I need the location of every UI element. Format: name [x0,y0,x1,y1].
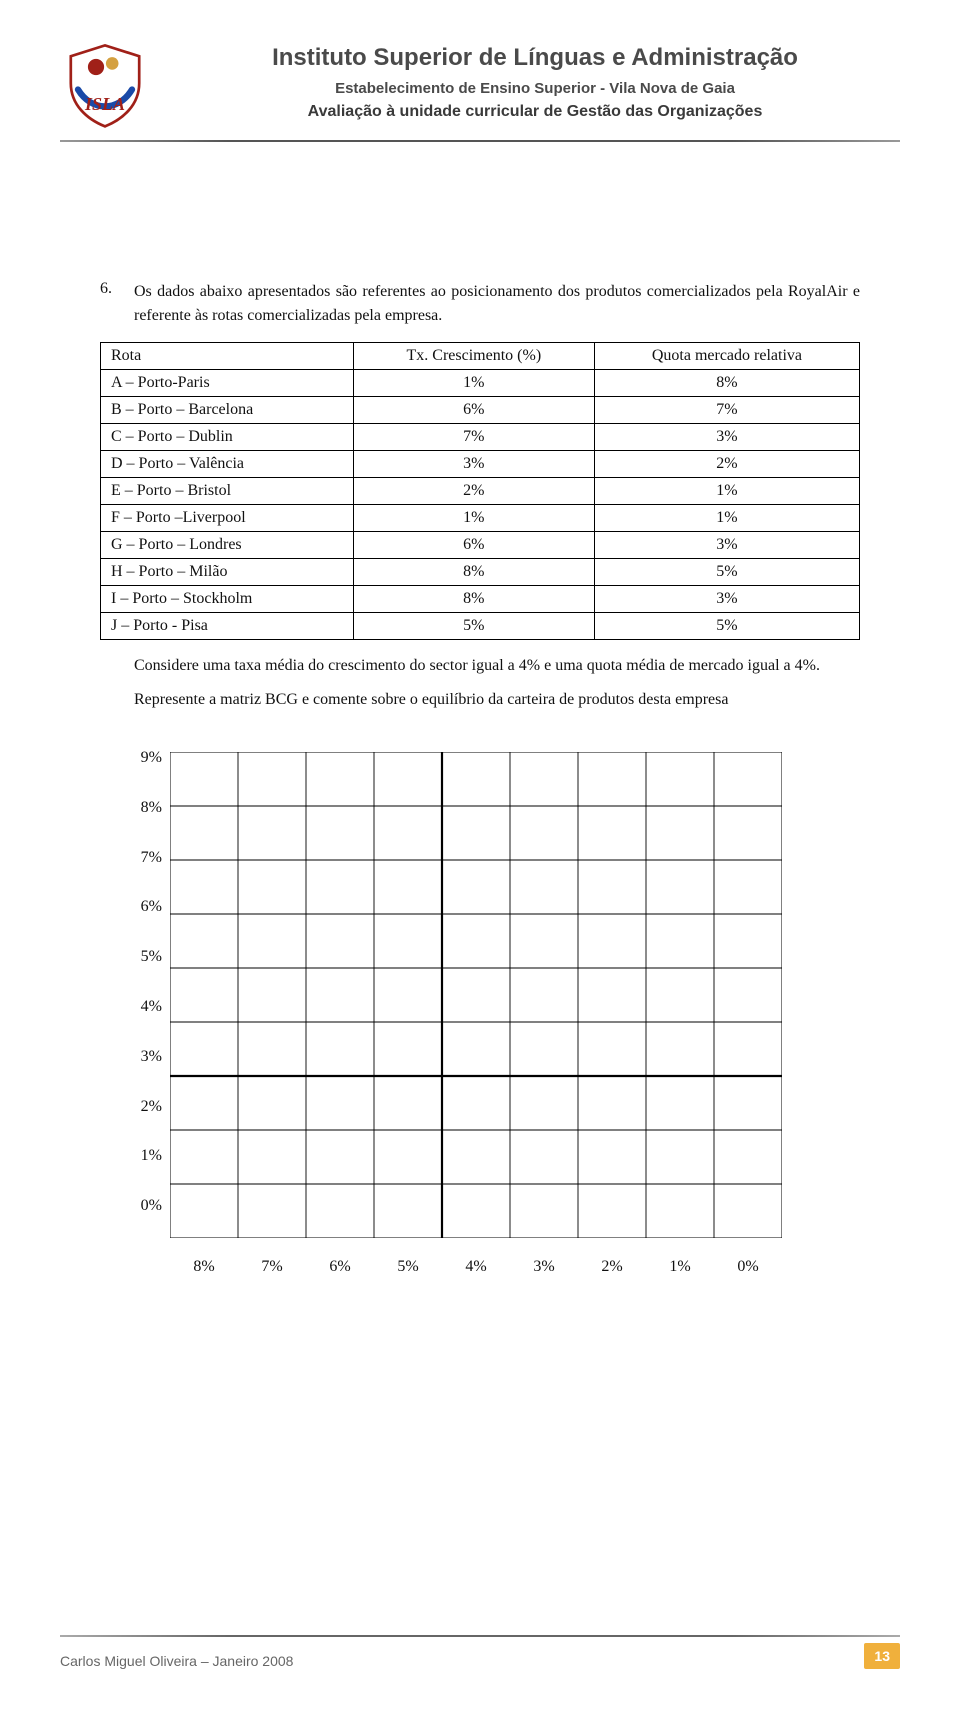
x-tick-label: 2% [578,1258,646,1276]
x-tick-label: 0% [714,1258,782,1276]
table-row: E – Porto – Bristol2%1% [101,478,860,505]
evaluation-title: Avaliação à unidade curricular de Gestão… [170,103,900,121]
y-tick-label: 0% [141,1200,162,1250]
table-cell: 3% [594,586,859,613]
table-cell: 8% [353,586,594,613]
table-cell: E – Porto – Bristol [101,478,354,505]
table-cell: B – Porto – Barcelona [101,397,354,424]
header-divider [60,140,900,142]
table-row: F – Porto –Liverpool1%1% [101,505,860,532]
bcg-chart-container: 9%8%7%6%5%4%3%2%1%0% 8%7%6%5%4%3%2%1%0% [100,722,860,1276]
table-cell: 1% [353,370,594,397]
table-cell: 8% [353,559,594,586]
question-block: 6. Os dados abaixo apresentados são refe… [100,280,860,328]
y-tick-label: 5% [141,951,162,1001]
table-cell: 2% [353,478,594,505]
table-cell: J – Porto - Pisa [101,613,354,640]
page-footer: Carlos Miguel Oliveira – Janeiro 2008 13 [60,1643,900,1669]
table-row: H – Porto – Milão8%5% [101,559,860,586]
y-tick-label: 6% [141,901,162,951]
chart-y-axis-labels: 9%8%7%6%5%4%3%2%1%0% [122,752,162,1250]
y-tick-label: 7% [141,852,162,902]
bcg-chart: 9%8%7%6%5%4%3%2%1%0% 8%7%6%5%4%3%2%1%0% [170,752,860,1276]
table-row: D – Porto – Valência3%2% [101,451,860,478]
table-cell: D – Porto – Valência [101,451,354,478]
table-cell: 1% [594,478,859,505]
table-cell: 5% [594,559,859,586]
table-cell: 7% [353,424,594,451]
instruction-text-1: Considere uma taxa média do crescimento … [100,654,860,678]
col-growth: Tx. Crescimento (%) [353,343,594,370]
footer-author: Carlos Miguel Oliveira – Janeiro 2008 [60,1653,293,1669]
table-cell: G – Porto – Londres [101,532,354,559]
chart-x-axis-labels: 8%7%6%5%4%3%2%1%0% [170,1258,782,1276]
svg-text:ISLA: ISLA [84,94,125,114]
y-tick-label: 8% [141,802,162,852]
routes-table: Rota Tx. Crescimento (%) Quota mercado r… [100,342,860,640]
table-cell: 3% [594,424,859,451]
y-tick-label: 1% [141,1150,162,1200]
x-tick-label: 3% [510,1258,578,1276]
institution-subtitle: Estabelecimento de Ensino Superior - Vil… [170,80,900,97]
table-cell: 3% [353,451,594,478]
table-cell: 7% [594,397,859,424]
table-cell: 8% [594,370,859,397]
table-row: A – Porto-Paris1%8% [101,370,860,397]
page-number-badge: 13 [864,1643,900,1669]
col-route: Rota [101,343,354,370]
table-row: J – Porto - Pisa5%5% [101,613,860,640]
header-text-block: Instituto Superior de Línguas e Administ… [170,40,900,121]
table-cell: 1% [594,505,859,532]
table-row: I – Porto – Stockholm8%3% [101,586,860,613]
table-cell: H – Porto – Milão [101,559,354,586]
table-cell: 3% [594,532,859,559]
table-cell: F – Porto –Liverpool [101,505,354,532]
table-row: C – Porto – Dublin7%3% [101,424,860,451]
institution-logo: ISLA [60,40,150,130]
y-tick-label: 3% [141,1051,162,1101]
table-cell: C – Porto – Dublin [101,424,354,451]
x-tick-label: 5% [374,1258,442,1276]
table-cell: A – Porto-Paris [101,370,354,397]
table-cell: 5% [594,613,859,640]
question-number: 6. [100,280,124,328]
table-cell: I – Porto – Stockholm [101,586,354,613]
table-cell: 6% [353,532,594,559]
y-tick-label: 9% [141,752,162,802]
table-cell: 1% [353,505,594,532]
x-tick-label: 1% [646,1258,714,1276]
x-tick-label: 8% [170,1258,238,1276]
x-tick-label: 6% [306,1258,374,1276]
question-text: Os dados abaixo apresentados são referen… [134,280,860,328]
table-row: B – Porto – Barcelona6%7% [101,397,860,424]
table-cell: 2% [594,451,859,478]
table-cell: 6% [353,397,594,424]
table-row: G – Porto – Londres6%3% [101,532,860,559]
content-body: 6. Os dados abaixo apresentados são refe… [60,160,900,1276]
x-tick-label: 7% [238,1258,306,1276]
institution-name: Instituto Superior de Línguas e Administ… [170,44,900,72]
footer-divider [60,1635,900,1637]
x-tick-label: 4% [442,1258,510,1276]
page-header: ISLA Instituto Superior de Línguas e Adm… [60,40,900,130]
y-tick-label: 4% [141,1001,162,1051]
chart-grid [170,752,860,1238]
y-tick-label: 2% [141,1101,162,1151]
col-quota: Quota mercado relativa [594,343,859,370]
instruction-text-2: Represente a matriz BCG e comente sobre … [100,688,860,712]
table-cell: 5% [353,613,594,640]
